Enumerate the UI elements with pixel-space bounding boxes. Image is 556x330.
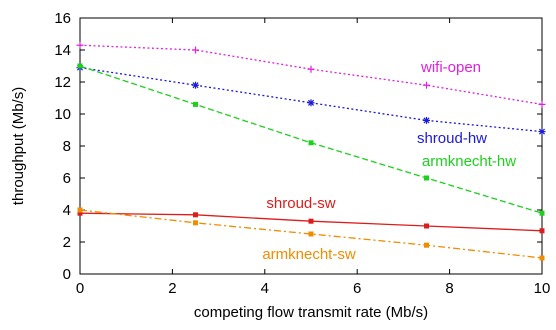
axis-ticks: 0 2 4 6 8 10 0 2 4 6 8 10 12 14 16 xyxy=(54,10,550,297)
series-armknecht-sw xyxy=(77,207,545,261)
y-tick-label: 10 xyxy=(54,106,71,123)
x-tick-label: 4 xyxy=(261,280,269,297)
data-point-armknecht-hw xyxy=(424,175,429,181)
data-point-wifi-open xyxy=(423,81,430,89)
data-point-armknecht-hw xyxy=(539,210,545,216)
series-label-shroud-hw: shroud-hw xyxy=(417,130,487,147)
series-shroud-sw xyxy=(77,210,545,234)
data-point-wifi-open xyxy=(192,46,199,54)
x-tick-label: 0 xyxy=(76,280,84,297)
y-tick-label: 8 xyxy=(63,138,71,155)
data-point-armknecht-sw xyxy=(77,207,83,213)
data-point-shroud-hw xyxy=(192,81,199,89)
series-label-shroud-sw: shroud-sw xyxy=(266,195,335,212)
data-point-armknecht-hw xyxy=(193,101,198,107)
series-line-shroud-hw xyxy=(79,66,543,133)
data-point-shroud-hw xyxy=(538,128,546,136)
x-tick-label: 6 xyxy=(353,280,361,297)
data-point-shroud-sw xyxy=(539,228,545,234)
y-tick-label: 2 xyxy=(63,234,71,251)
y-axis-label: throughput (Mb/s) xyxy=(10,87,27,205)
data-point-wifi-open xyxy=(538,100,546,108)
y-tick-label: 0 xyxy=(63,266,71,283)
y-tick-label: 4 xyxy=(63,202,71,219)
x-tick-label: 10 xyxy=(534,280,551,297)
x-axis-label: competing flow transmit rate (Mb/s) xyxy=(194,304,428,321)
data-point-armknecht-hw xyxy=(77,63,83,69)
series-label-armknecht-sw: armknecht-sw xyxy=(262,246,356,263)
data-point-armknecht-hw xyxy=(308,140,314,146)
data-point-armknecht-sw xyxy=(424,242,429,248)
series-layer xyxy=(76,41,546,261)
x-tick-label: 2 xyxy=(168,280,176,297)
series-label-layer: wifi-open shroud-hw armknecht-hw shroud-sw a… xyxy=(262,59,516,263)
y-tick-label: 6 xyxy=(63,170,71,187)
series-line-wifi-open xyxy=(79,44,543,106)
data-point-shroud-sw xyxy=(193,212,198,218)
y-tick-label: 16 xyxy=(54,10,71,27)
series-wifi-open xyxy=(76,41,546,108)
data-point-armknecht-sw xyxy=(539,255,545,261)
data-point-shroud-sw xyxy=(424,223,429,229)
y-tick-label: 12 xyxy=(54,74,71,91)
data-point-shroud-sw xyxy=(77,210,83,216)
series-label-wifi-open: wifi-open xyxy=(420,59,481,76)
y-tick-label: 14 xyxy=(54,42,71,59)
data-point-wifi-open xyxy=(76,41,84,49)
data-point-shroud-hw xyxy=(307,99,315,107)
series-armknecht-hw xyxy=(77,63,545,216)
series-line-armknecht-sw xyxy=(79,209,543,259)
x-tick-label: 8 xyxy=(445,280,453,297)
data-point-armknecht-sw xyxy=(308,231,314,237)
data-point-shroud-sw xyxy=(308,218,314,224)
data-point-armknecht-sw xyxy=(193,220,198,226)
series-label-armknecht-hw: armknecht-hw xyxy=(422,153,516,170)
data-point-shroud-hw xyxy=(423,116,430,124)
data-point-wifi-open xyxy=(307,65,315,73)
